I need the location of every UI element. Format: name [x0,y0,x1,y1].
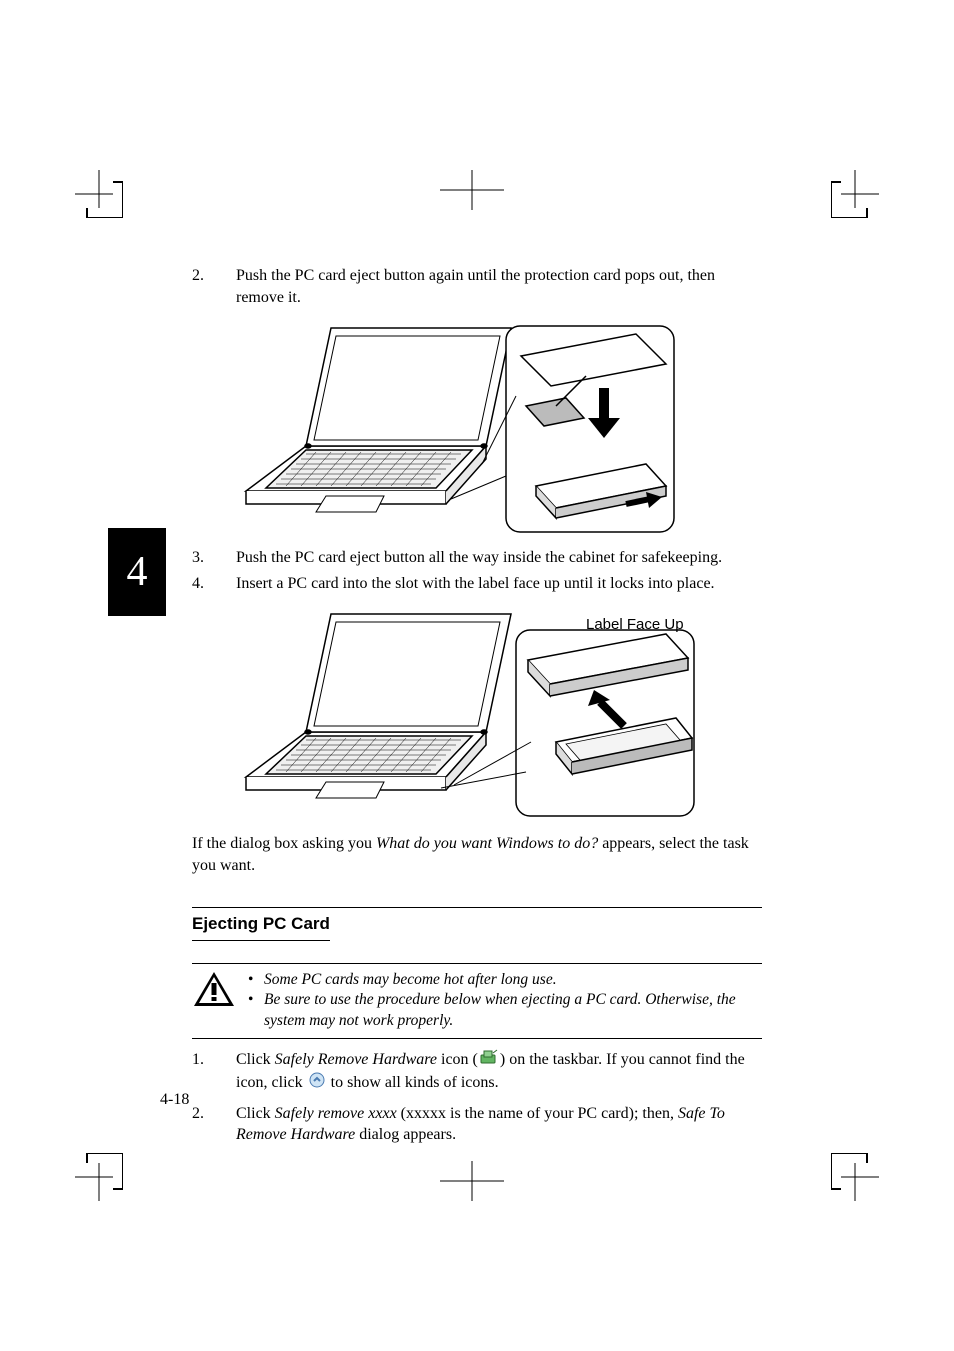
figure-eject-protection-card [236,316,762,539]
dialog-text-italic: What do you want Windows to do? [376,835,598,852]
crop-mark-top-right [831,170,879,218]
crop-mark-top-left [75,170,123,218]
eject-step-2-i1: Safely remove xxxx [275,1105,397,1122]
figure-label-face-up: Label Face Up [586,616,684,633]
eject-step-2-number: 2. [192,1103,236,1146]
eject-step-1-number: 1. [192,1049,236,1094]
eject-step-2: 2. Click Safely remove xxxx (xxxxx is th… [192,1103,762,1146]
page-number: 4-18 [160,1091,189,1109]
crop-mark-bottom-right [831,1153,879,1201]
eject-step-1: 1. Click Safely Remove Hardware icon () … [192,1049,762,1094]
dialog-paragraph: If the dialog box asking you What do you… [192,833,762,876]
figure-insert-pc-card: Label Face Up [236,602,762,825]
crop-mark-bottom-left [75,1153,123,1201]
warning-item-2: Be sure to use the procedure below when … [248,990,762,1032]
step-4-text: Insert a PC card into the slot with the … [236,573,762,595]
eject-step-2-text: Click Safely remove xxxx (xxxxx is the n… [236,1103,762,1146]
step-4: 4. Insert a PC card into the slot with t… [192,573,762,595]
step-3: 3. Push the PC card eject button all the… [192,547,762,569]
eject-step-1-t2: icon ( [437,1051,478,1068]
crop-mark-top-center [440,170,504,210]
warning-item-1: Some PC cards may become hot after long … [248,970,762,991]
section-heading-wrap: Ejecting PC Card [192,907,762,941]
page-content: 2. Push the PC card eject button again u… [192,265,762,1150]
step-4-number: 4. [192,573,236,595]
eject-step-1-text: Click Safely Remove Hardware icon () on … [236,1049,762,1094]
warning-icon [192,970,248,1033]
step-2-text: Push the PC card eject button again unti… [236,265,762,308]
crop-mark-bottom-center [440,1161,504,1201]
eject-steps: 1. Click Safely Remove Hardware icon () … [192,1049,762,1145]
eject-step-2-t1: Click [236,1105,275,1122]
eject-step-1-t4: to show all kinds of icons. [327,1074,499,1091]
step-2: 2. Push the PC card eject button again u… [192,265,762,308]
dialog-text-before: If the dialog box asking you [192,835,376,852]
warning-bullets: Some PC cards may become hot after long … [248,970,762,1033]
section-heading-ejecting: Ejecting PC Card [192,908,330,941]
safely-remove-hardware-icon [480,1049,498,1072]
warning-box: Some PC cards may become hot after long … [192,963,762,1040]
show-hidden-icons-icon [309,1072,325,1095]
step-2-number: 2. [192,265,236,308]
chapter-tab: 4 [108,528,166,616]
eject-step-2-t3: dialog appears. [355,1126,456,1143]
step-3-text: Push the PC card eject button all the wa… [236,547,762,569]
eject-step-2-t2: (xxxxx is the name of your PC card); the… [397,1105,678,1122]
eject-step-1-t1: Click [236,1051,275,1068]
eject-step-1-i1: Safely Remove Hardware [275,1051,437,1068]
step-3-number: 3. [192,547,236,569]
